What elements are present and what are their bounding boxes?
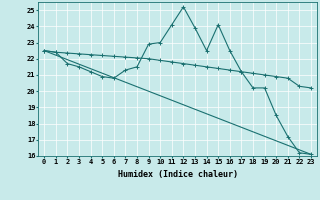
X-axis label: Humidex (Indice chaleur): Humidex (Indice chaleur)	[118, 170, 238, 179]
